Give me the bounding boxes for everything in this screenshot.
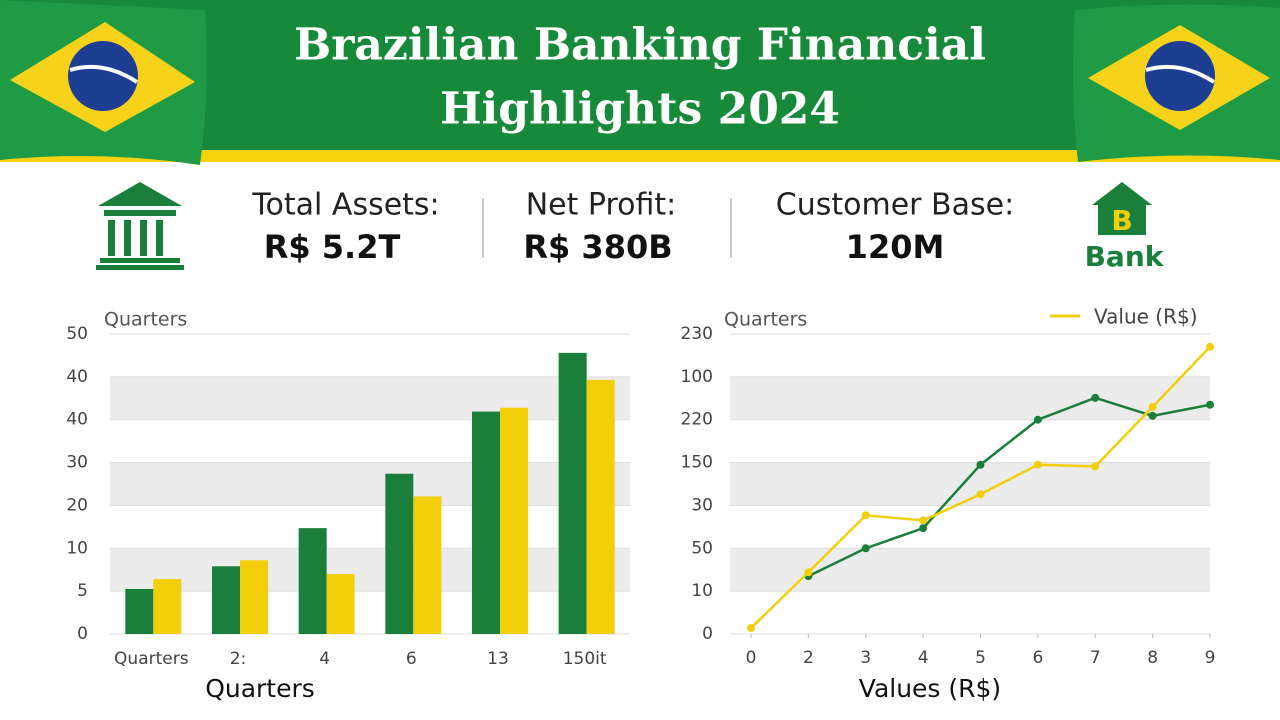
x-tick-label: 9: [1205, 648, 1216, 668]
kpi-value: R$ 380B: [523, 228, 672, 266]
point: [1091, 462, 1100, 471]
kpi-label: Customer Base:: [776, 188, 1014, 223]
y-tick-label: 100: [681, 367, 713, 387]
bar: [240, 560, 268, 634]
bar: [125, 589, 154, 634]
point: [1033, 415, 1042, 424]
x-tick-label: 8: [1147, 648, 1158, 668]
grid-band: [110, 548, 630, 592]
point: [1206, 342, 1214, 351]
bar: [326, 574, 355, 634]
header-stripe: [0, 150, 1280, 162]
kpi-label: Net Profit:: [526, 188, 677, 223]
flag-left: [0, 0, 207, 165]
x-tick-label: 6: [406, 649, 417, 669]
line-series: [807, 396, 1211, 578]
y-tick-label: 20: [66, 495, 88, 515]
x-tick-label: 0: [746, 648, 757, 668]
bar: [153, 579, 182, 634]
grid-band: [110, 376, 630, 420]
bar: [298, 528, 327, 634]
y-tick-label: 220: [681, 410, 713, 430]
x-tick-label: 2: [803, 648, 814, 668]
legend-label: Value (R$): [1094, 305, 1198, 329]
title-line: Highlights 2024: [440, 84, 840, 135]
y-tick-label: 0: [702, 624, 713, 644]
kpi-label: Total Assets:: [251, 188, 439, 223]
x-tick-label: 13: [487, 649, 509, 669]
y-tick-label: 40: [66, 367, 88, 387]
bank-icon: [96, 182, 184, 270]
y-tick-label: 0: [77, 624, 88, 644]
point: [1206, 400, 1214, 409]
x-tick-label: Quarters: [114, 649, 189, 669]
x-tick-label: 7: [1090, 648, 1101, 668]
bar: [212, 566, 240, 634]
point: [1033, 460, 1042, 469]
bar: [413, 496, 442, 634]
kpi-value: 120M: [846, 228, 945, 266]
corner-label: Quarters: [104, 309, 187, 331]
point: [804, 568, 813, 577]
x-tick-label: 150it: [563, 649, 607, 669]
y-tick-label: 150: [681, 453, 713, 473]
y-tick-label: 40: [66, 410, 88, 430]
x-axis-title: Values (R$): [859, 674, 1001, 703]
y-tick-label: 230: [681, 324, 713, 344]
point: [976, 490, 985, 499]
logo-text: Bank: [1085, 240, 1165, 273]
y-tick-label: 10: [691, 581, 713, 601]
bar: [558, 352, 587, 634]
flag-right: [1073, 4, 1280, 163]
bank-logo: B Bank: [1085, 182, 1165, 273]
title-line: Brazilian Banking Financial: [294, 20, 986, 71]
header-band: [0, 0, 1280, 152]
corner-label: Quarters: [724, 309, 807, 331]
point: [1148, 402, 1157, 411]
y-tick-label: 50: [66, 324, 88, 344]
grid-band: [730, 548, 1210, 592]
svg-text:B: B: [1111, 204, 1132, 237]
y-tick-label: 50: [691, 538, 713, 558]
point: [747, 624, 755, 632]
point: [861, 544, 870, 553]
x-tick-label: 2:: [230, 649, 247, 669]
x-tick-label: 4: [918, 648, 929, 668]
x-tick-label: 3: [860, 648, 871, 668]
y-tick-label: 30: [66, 453, 88, 473]
grid-band: [110, 462, 630, 506]
point: [919, 516, 928, 525]
bar: [385, 473, 414, 634]
point: [919, 524, 928, 533]
grid-band: [730, 376, 1210, 420]
kpi-value: R$ 5.2T: [264, 228, 401, 266]
x-tick-label: 6: [1032, 648, 1043, 668]
bar: [586, 379, 615, 634]
bar: [472, 411, 500, 634]
bar: [500, 407, 528, 634]
y-tick-label: 10: [66, 538, 88, 558]
y-tick-label: 30: [691, 495, 713, 515]
point: [1091, 393, 1100, 402]
point: [1148, 411, 1157, 420]
x-axis-title: Quarters: [205, 674, 315, 703]
x-tick-label: 4: [319, 649, 330, 669]
point: [861, 511, 870, 520]
point: [976, 460, 985, 469]
x-tick-label: 5: [975, 648, 986, 668]
y-tick-label: 5: [77, 581, 88, 601]
